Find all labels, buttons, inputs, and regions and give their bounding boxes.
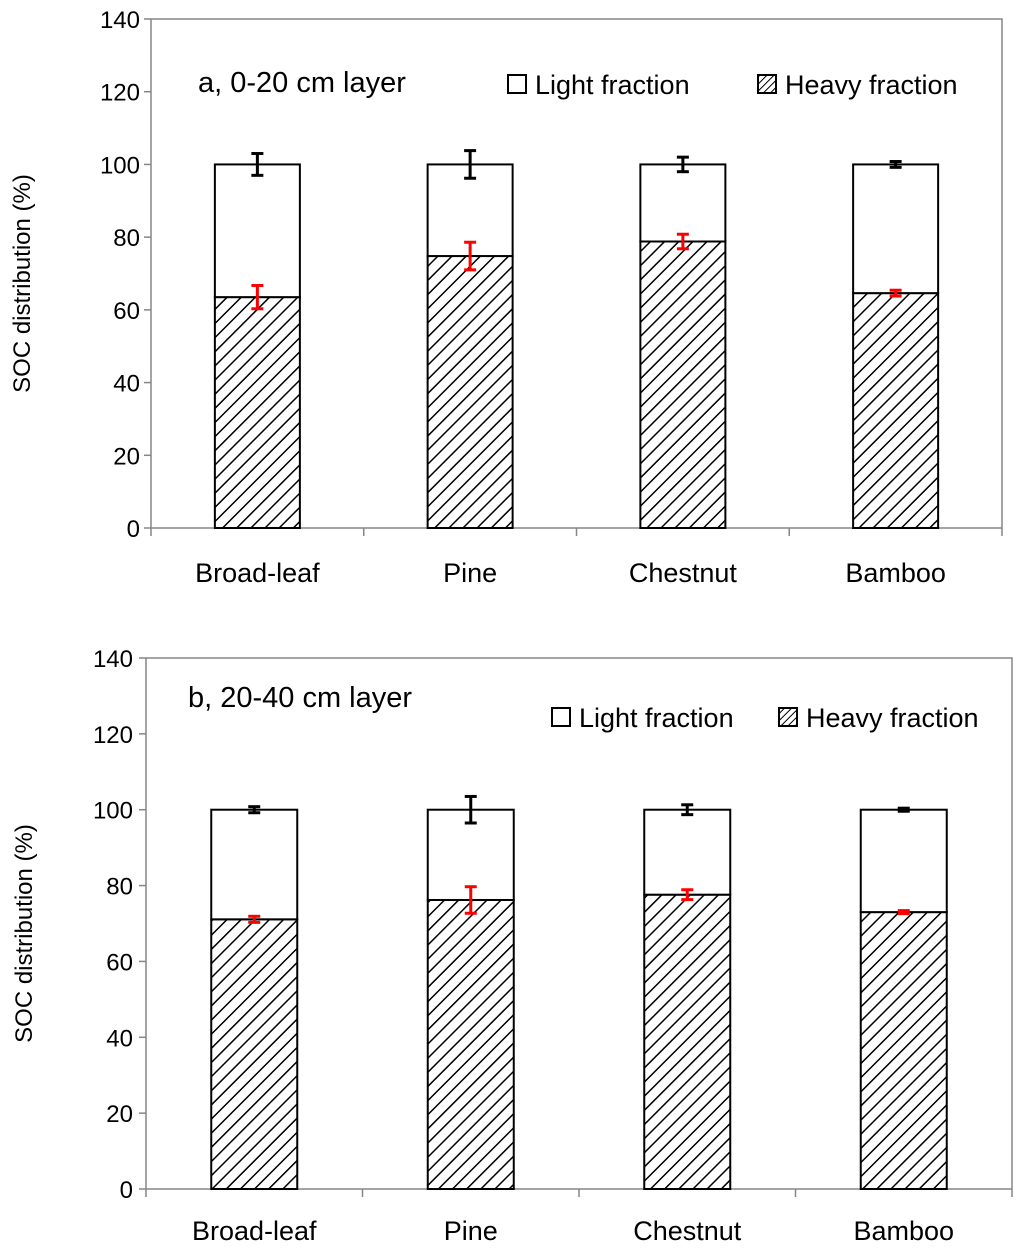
y-tick-label: 40 (113, 371, 140, 398)
chart-panel-b: 0 20 40 60 80 100 120 140 SOC distribution (%) Br… (11, 646, 1013, 1246)
x-category-label: Broad-leaf (192, 1216, 317, 1246)
y-tick-label: 0 (127, 516, 140, 543)
bar-light-pine (426, 808, 515, 901)
bar-heavy-pine (426, 898, 515, 1191)
bar-heavy-bamboo (859, 911, 948, 1190)
x-category-label: Pine (444, 1216, 498, 1246)
error-bar-heavy (464, 240, 477, 272)
y-tick-label: 40 (106, 1025, 133, 1052)
bar-light-broad-leaf (213, 163, 301, 299)
legend: Light fraction Heavy fraction (507, 70, 958, 100)
x-category-label: Chestnut (633, 1216, 742, 1246)
error-bar-light (248, 805, 261, 815)
legend-label: Light fraction (579, 703, 734, 733)
panel-title: a, 0-20 cm layer (198, 67, 406, 99)
x-category-label: Pine (443, 558, 497, 588)
bar-heavy-chestnut (643, 893, 732, 1190)
bar-light-bamboo (859, 808, 948, 914)
y-axis-label: SOC distribution (%) (11, 824, 38, 1043)
error-bar-heavy (681, 888, 694, 902)
y-tick-label: 140 (100, 7, 140, 34)
bar-light-bamboo (852, 163, 940, 295)
y-tick-label: 20 (113, 443, 140, 470)
y-tick-label: 100 (93, 798, 133, 825)
error-bar-heavy (897, 909, 910, 916)
error-bar-heavy (889, 288, 902, 298)
bar-heavy-broad-leaf (213, 296, 301, 529)
error-bar-heavy (676, 232, 689, 251)
y-tick-label: 80 (113, 225, 140, 252)
error-bar-light (251, 152, 264, 177)
error-bar-light (676, 155, 689, 174)
error-bar-light (889, 160, 902, 169)
legend-swatch (507, 74, 527, 94)
error-bar-light (464, 794, 477, 825)
y-tick-label: 20 (106, 1101, 133, 1128)
bar-heavy-broad-leaf (210, 918, 299, 1191)
y-tick-label: 0 (120, 1177, 133, 1204)
bar-heavy-bamboo (852, 292, 940, 529)
bar-heavy-chestnut (639, 240, 727, 529)
legend: Light fraction Heavy fraction (551, 703, 979, 733)
error-bar-light (464, 149, 477, 180)
legend-label: Heavy fraction (806, 703, 979, 733)
y-tick-label: 140 (93, 646, 133, 673)
x-category-label: Bamboo (853, 1216, 954, 1246)
panel-title: b, 20-40 cm layer (188, 682, 412, 714)
x-category-label: Chestnut (629, 558, 738, 588)
legend-swatch (551, 707, 571, 727)
y-tick-label: 80 (106, 874, 133, 901)
error-bar-light (897, 806, 910, 813)
legend-swatch (778, 707, 798, 727)
y-tick-label: 120 (93, 722, 133, 749)
y-tick-label: 120 (100, 80, 140, 107)
bar-light-chestnut (639, 163, 727, 243)
error-bar-heavy (464, 885, 477, 915)
bar-light-broad-leaf (210, 808, 299, 921)
x-category-label: Broad-leaf (195, 558, 320, 588)
bar-heavy-pine (426, 255, 514, 529)
bar-light-chestnut (643, 808, 732, 896)
y-tick-label: 100 (100, 152, 140, 179)
y-axis-label: SOC distribution (%) (9, 174, 36, 393)
chart-panel-a: 0 20 40 60 80 100 120 140 SOC distribution (%) Br… (9, 7, 1003, 588)
legend-label: Light fraction (535, 70, 690, 100)
y-tick-label: 60 (113, 298, 140, 325)
x-category-label: Bamboo (845, 558, 946, 588)
error-bar-light (681, 803, 694, 817)
error-bar-heavy (248, 914, 261, 924)
error-bar-heavy (251, 283, 264, 311)
legend-label: Heavy fraction (785, 70, 958, 100)
legend-swatch (757, 74, 777, 94)
y-tick-label: 60 (106, 949, 133, 976)
